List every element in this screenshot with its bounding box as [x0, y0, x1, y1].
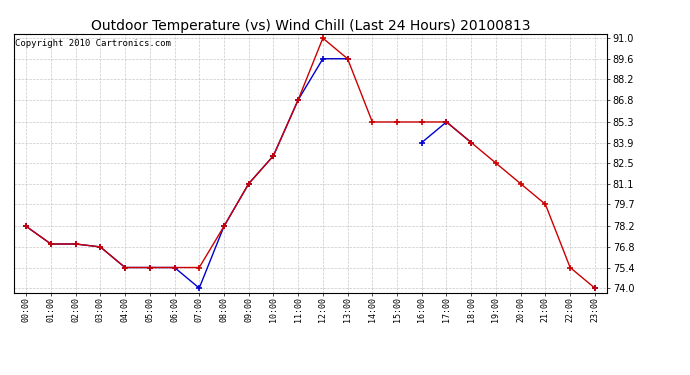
Title: Outdoor Temperature (vs) Wind Chill (Last 24 Hours) 20100813: Outdoor Temperature (vs) Wind Chill (Las…	[91, 19, 530, 33]
Text: Copyright 2010 Cartronics.com: Copyright 2010 Cartronics.com	[15, 39, 171, 48]
